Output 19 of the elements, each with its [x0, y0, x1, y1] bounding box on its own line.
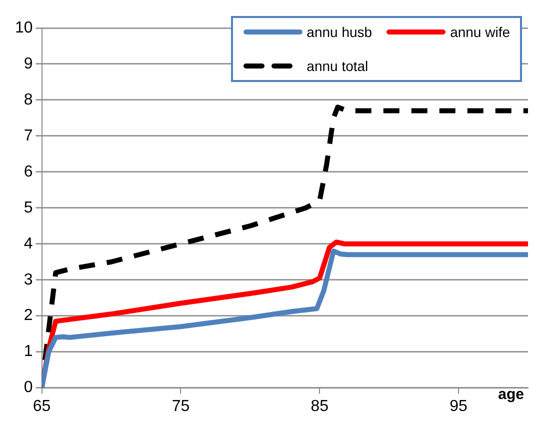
legend-label: annu wife [450, 24, 510, 40]
x-tick-label: 85 [310, 398, 329, 415]
x-tick-label: 95 [450, 398, 468, 415]
legend-label: annu total [306, 58, 368, 74]
y-tick-label: 9 [24, 55, 33, 72]
y-tick-label: 6 [24, 163, 33, 180]
y-tick-label: 2 [24, 307, 33, 324]
y-tick-label: 4 [24, 235, 33, 252]
legend-label: annu husb [306, 24, 372, 40]
y-tick-label: 10 [15, 19, 33, 36]
y-tick-label: 1 [24, 343, 33, 360]
y-tick-label: 0 [24, 379, 33, 396]
x-axis-title: age [498, 386, 524, 403]
x-tick-label: 75 [172, 398, 190, 415]
y-tick-label: 8 [24, 91, 33, 108]
y-tick-label: 7 [24, 127, 33, 144]
y-tick-label: 3 [24, 271, 33, 288]
x-tick-label: 65 [32, 398, 51, 415]
y-tick-label: 5 [24, 199, 33, 216]
